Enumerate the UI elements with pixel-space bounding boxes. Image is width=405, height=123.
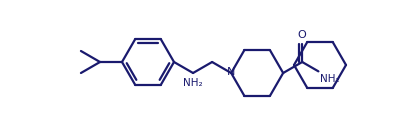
Text: NH₂: NH₂ <box>320 74 339 84</box>
Text: NH₂: NH₂ <box>183 78 202 88</box>
Text: O: O <box>297 30 306 40</box>
Text: N: N <box>226 67 235 77</box>
